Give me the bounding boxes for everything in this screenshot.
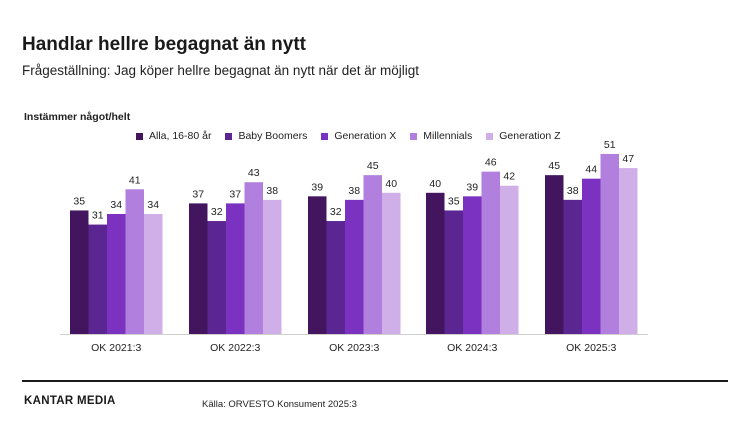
chart-subtitle: Frågeställning: Jag köper hellre begagna…: [22, 63, 419, 78]
legend-swatch: [225, 132, 233, 140]
data-label: 35: [73, 195, 85, 207]
bar: [125, 189, 144, 334]
legend-item: Generation X: [321, 130, 396, 142]
bar: [444, 210, 463, 334]
bar: [382, 192, 401, 334]
bar: [600, 153, 619, 334]
data-label: 45: [367, 160, 379, 172]
legend-label: Millennials: [423, 130, 473, 142]
data-label: 51: [604, 139, 616, 151]
legend-item: Generation Z: [486, 130, 561, 142]
bar: [426, 192, 445, 334]
brand-logo: KANTAR MEDIA: [24, 395, 116, 407]
x-tick-label: OK 2024:3: [447, 342, 497, 354]
data-label: 47: [622, 153, 634, 165]
data-label: 40: [385, 178, 397, 190]
bar: [345, 199, 364, 334]
x-tick-label: OK 2025:3: [566, 342, 616, 354]
bar: [70, 210, 89, 334]
bar: [207, 221, 226, 334]
bar: [563, 199, 582, 334]
x-tick-label: OK 2021:3: [91, 342, 141, 354]
data-label: 38: [567, 185, 579, 197]
data-label: 39: [466, 181, 478, 193]
data-label: 31: [92, 210, 104, 222]
data-label: 40: [429, 178, 441, 190]
source-note: Källa: ORVESTO Konsument 2025:3: [202, 399, 357, 410]
legend-label: Generation X: [334, 130, 397, 142]
legend-label: Generation Z: [499, 130, 561, 142]
bar: [500, 185, 519, 334]
data-label: 44: [585, 164, 597, 176]
bar: [545, 175, 564, 334]
data-label: 37: [192, 188, 204, 200]
chart-title: Handlar hellre begagnat än nytt: [22, 34, 306, 55]
legend-item: Millennials: [410, 130, 472, 142]
bar: [107, 213, 126, 334]
legend-item: Baby Boomers: [225, 130, 307, 142]
data-label: 35: [448, 195, 460, 207]
data-label: 34: [110, 199, 122, 211]
data-label: 42: [503, 171, 515, 183]
bar-chart: 35 31 34 41 34 OK 2021:3 37 32 37 43 38 OK 2022:3 39…: [60, 139, 648, 354]
bar: [363, 175, 382, 334]
data-label: 45: [548, 160, 560, 172]
bar: [244, 182, 263, 334]
data-label: 34: [147, 199, 159, 211]
y-axis-label: Instämmer något/helt: [24, 111, 131, 123]
bar: [263, 199, 282, 334]
legend-label: Baby Boomers: [238, 130, 308, 142]
x-tick-label: OK 2022:3: [210, 342, 260, 354]
legend-label: Alla, 16-80 år: [149, 130, 212, 142]
legend-swatch: [410, 132, 418, 140]
data-label: 38: [266, 185, 278, 197]
data-label: 41: [129, 174, 141, 186]
legend-swatch: [321, 132, 329, 140]
bar: [226, 203, 245, 334]
data-label: 32: [330, 206, 342, 218]
legend-item: Alla, 16-80 år: [136, 130, 211, 142]
bar: [481, 171, 500, 334]
data-label: 37: [229, 188, 241, 200]
bar: [308, 196, 327, 334]
x-tick-label: OK 2023:3: [329, 342, 379, 354]
legend-swatch: [486, 132, 494, 140]
bar: [88, 224, 107, 334]
legend: Alla, 16-80 år Baby Boomers Generation X Mi…: [136, 130, 575, 142]
bar: [463, 196, 482, 334]
bar: [189, 203, 208, 334]
bar: [144, 213, 163, 334]
bar: [582, 178, 601, 334]
data-label: 43: [248, 167, 260, 179]
legend-swatch: [136, 132, 143, 140]
bar: [619, 168, 638, 334]
data-label: 39: [311, 181, 323, 193]
footer-divider: [22, 380, 728, 382]
bar: [326, 221, 345, 334]
data-label: 46: [485, 157, 497, 169]
data-label: 38: [348, 185, 360, 197]
data-label: 32: [211, 206, 223, 218]
